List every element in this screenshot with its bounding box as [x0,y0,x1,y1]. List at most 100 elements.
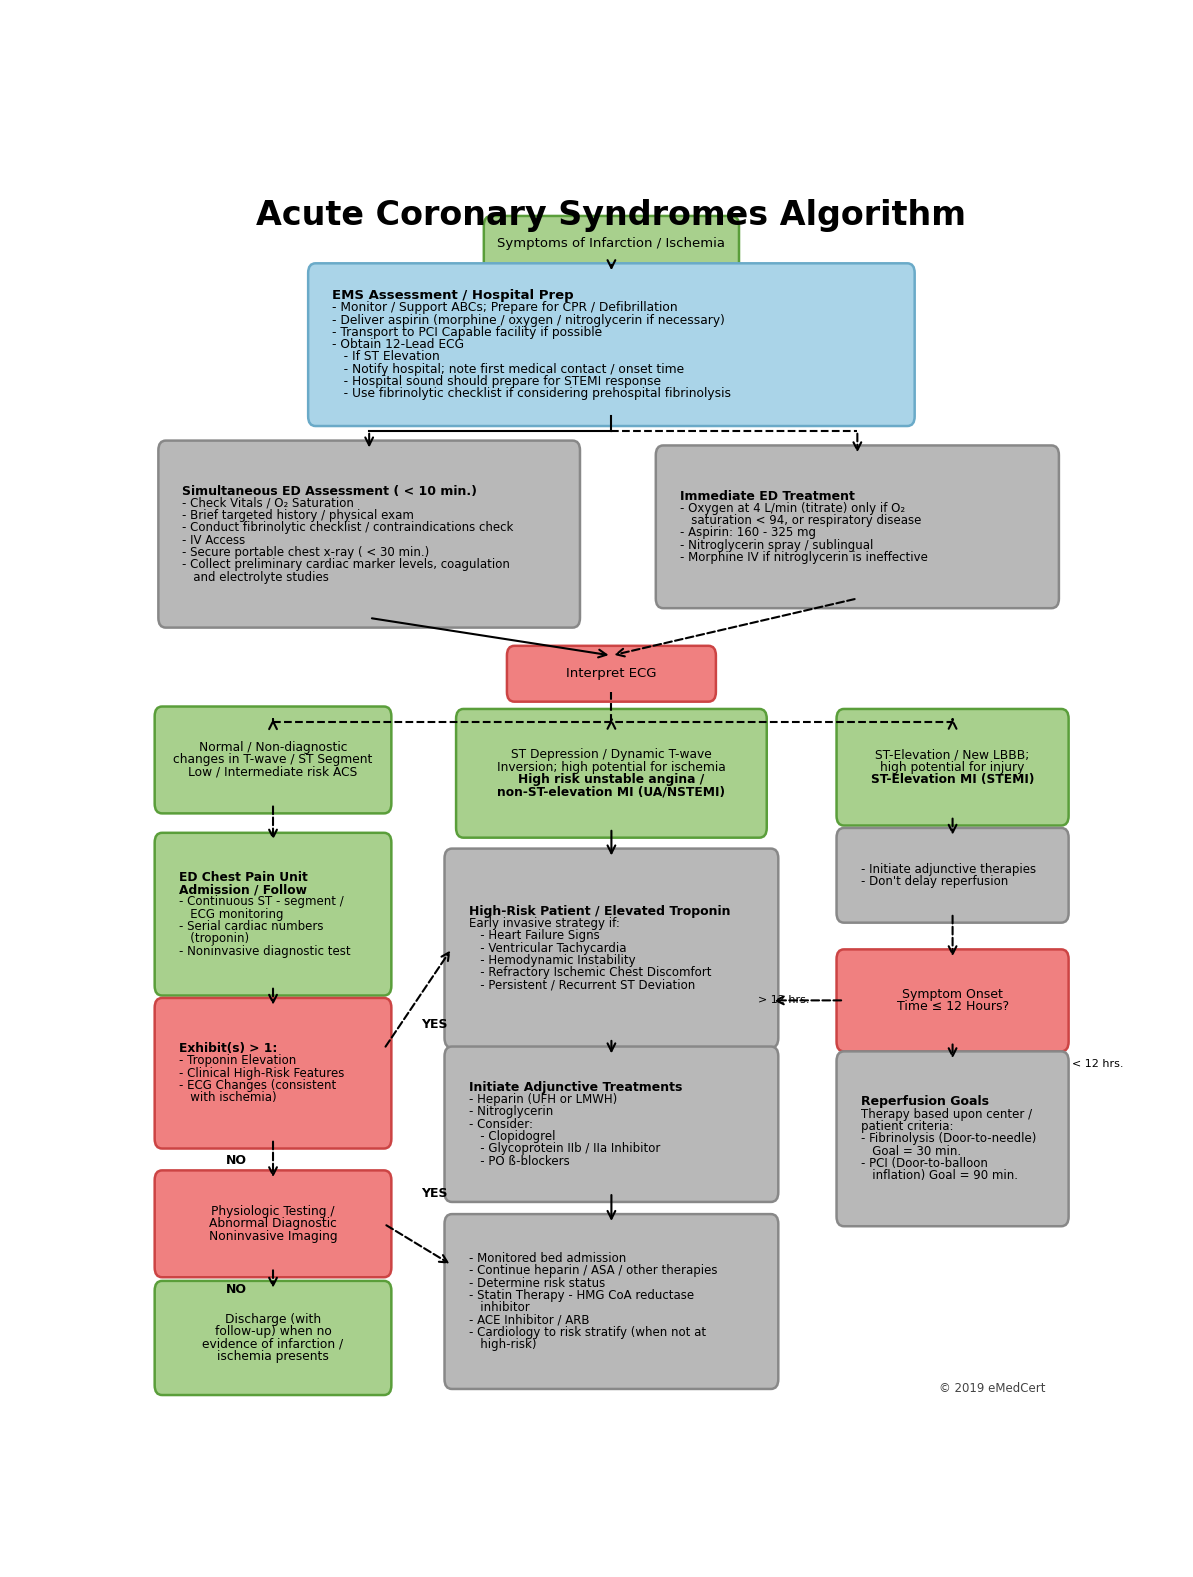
Text: - IV Access: - IV Access [183,533,246,547]
FancyBboxPatch shape [836,949,1069,1052]
Text: Physiologic Testing /: Physiologic Testing / [211,1205,335,1217]
FancyBboxPatch shape [155,998,391,1148]
Text: inflation) Goal = 90 min.: inflation) Goal = 90 min. [860,1169,1018,1183]
Text: - PO ß-blockers: - PO ß-blockers [469,1154,569,1167]
FancyBboxPatch shape [656,445,1059,609]
Text: - Determine risk status: - Determine risk status [469,1277,605,1290]
Text: patient criteria:: patient criteria: [860,1120,953,1132]
Text: NO: NO [225,1282,247,1296]
Text: ST-Elevation MI (STEMI): ST-Elevation MI (STEMI) [871,773,1034,785]
Text: - Refractory Ischemic Chest Discomfort: - Refractory Ischemic Chest Discomfort [469,967,711,979]
FancyBboxPatch shape [155,833,391,995]
Text: Abnormal Diagnostic: Abnormal Diagnostic [209,1217,336,1230]
FancyBboxPatch shape [836,828,1069,923]
Text: - Persistent / Recurrent ST Deviation: - Persistent / Recurrent ST Deviation [469,979,694,992]
Text: Simultaneous ED Assessment ( < 10 min.): Simultaneous ED Assessment ( < 10 min.) [183,484,477,498]
Text: Admission / Follow: Admission / Follow [179,883,307,896]
FancyBboxPatch shape [308,263,915,426]
Text: Exhibit(s) > 1:: Exhibit(s) > 1: [179,1042,277,1055]
Text: - Consider:: - Consider: [469,1118,532,1131]
Text: high-risk): high-risk) [469,1337,536,1351]
Text: - If ST Elevation: - If ST Elevation [332,350,440,363]
Text: - Don't delay reperfusion: - Don't delay reperfusion [860,875,1008,888]
Text: - Use fibrinolytic checklist if considering prehospital fibrinolysis: - Use fibrinolytic checklist if consider… [332,388,731,401]
Text: Normal / Non-diagnostic: Normal / Non-diagnostic [199,741,347,754]
Text: - Check Vitals / O₂ Saturation: - Check Vitals / O₂ Saturation [183,497,354,509]
Text: Interpret ECG: Interpret ECG [567,667,656,680]
Text: Acute Coronary Syndromes Algorithm: Acute Coronary Syndromes Algorithm [256,199,966,232]
Text: - Glycoprotein IIb / IIa Inhibitor: - Glycoprotein IIb / IIa Inhibitor [469,1142,660,1156]
Text: Low / Intermediate risk ACS: Low / Intermediate risk ACS [188,766,358,779]
Text: - Continue heparin / ASA / other therapies: - Continue heparin / ASA / other therapi… [469,1265,717,1277]
Text: - Morphine IV if nitroglycerin is ineffective: - Morphine IV if nitroglycerin is ineffe… [680,550,928,565]
Text: ECG monitoring: ECG monitoring [179,908,283,921]
Text: Therapy based upon center /: Therapy based upon center / [860,1107,1032,1121]
FancyBboxPatch shape [456,710,767,837]
Text: - ACE Inhibitor / ARB: - ACE Inhibitor / ARB [469,1314,589,1326]
Text: - ECG Changes (consistent: - ECG Changes (consistent [179,1079,336,1091]
Text: - Deliver aspirin (morphine / oxygen / nitroglycerin if necessary): - Deliver aspirin (morphine / oxygen / n… [332,314,725,326]
Text: EMS Assessment / Hospital Prep: EMS Assessment / Hospital Prep [332,289,574,301]
Text: Symptom Onset: Symptom Onset [902,987,1003,1001]
Text: High risk unstable angina /: High risk unstable angina / [518,773,705,785]
FancyBboxPatch shape [445,1047,778,1202]
Text: - Nitroglycerin spray / sublingual: - Nitroglycerin spray / sublingual [680,539,873,552]
Text: Initiate Adjunctive Treatments: Initiate Adjunctive Treatments [469,1080,682,1094]
Text: - Initiate adjunctive therapies: - Initiate adjunctive therapies [860,863,1036,875]
Text: - Conduct fibrinolytic checklist / contraindications check: - Conduct fibrinolytic checklist / contr… [183,522,514,535]
Text: Time ≤ 12 Hours?: Time ≤ 12 Hours? [896,1000,1008,1012]
Text: YES: YES [421,1187,449,1200]
Text: Reperfusion Goals: Reperfusion Goals [860,1096,989,1109]
Text: High-Risk Patient / Elevated Troponin: High-Risk Patient / Elevated Troponin [469,905,730,918]
Text: - Ventricular Tachycardia: - Ventricular Tachycardia [469,941,626,954]
FancyBboxPatch shape [155,1170,391,1277]
Text: Immediate ED Treatment: Immediate ED Treatment [680,489,854,503]
Text: Inversion; high potential for ischemia: Inversion; high potential for ischemia [497,760,725,774]
Text: with ischemia): with ischemia) [179,1091,277,1104]
Text: ED Chest Pain Unit: ED Chest Pain Unit [179,871,308,883]
Text: (troponin): (troponin) [179,932,249,945]
Text: - Cardiology to risk stratify (when not at: - Cardiology to risk stratify (when not … [469,1326,706,1339]
FancyBboxPatch shape [445,1214,778,1389]
Text: Symptoms of Infarction / Ischemia: Symptoms of Infarction / Ischemia [497,238,725,251]
Text: - Troponin Elevation: - Troponin Elevation [179,1055,296,1068]
FancyBboxPatch shape [836,1052,1069,1227]
Text: evidence of infarction /: evidence of infarction / [203,1337,344,1350]
Text: - Heparin (UFH or LMWH): - Heparin (UFH or LMWH) [469,1093,617,1105]
Text: changes in T-wave / ST Segment: changes in T-wave / ST Segment [173,754,372,766]
Text: - PCI (Door-to-balloon: - PCI (Door-to-balloon [860,1158,988,1170]
Text: non-ST-elevation MI (UA/NSTEMI): non-ST-elevation MI (UA/NSTEMI) [497,785,725,798]
Text: inhibitor: inhibitor [469,1301,530,1314]
Text: - Transport to PCI Capable facility if possible: - Transport to PCI Capable facility if p… [332,326,602,339]
Text: NO: NO [225,1154,247,1167]
FancyBboxPatch shape [836,710,1069,825]
Text: < 12 hrs.: < 12 hrs. [1073,1058,1124,1069]
Text: - Secure portable chest x-ray ( < 30 min.): - Secure portable chest x-ray ( < 30 min… [183,546,429,558]
Text: - Clopidogrel: - Clopidogrel [469,1131,555,1143]
Text: YES: YES [421,1019,449,1031]
Text: > 12 hrs.: > 12 hrs. [758,995,810,1006]
Text: ST Depression / Dynamic T-wave: ST Depression / Dynamic T-wave [511,749,712,762]
FancyBboxPatch shape [484,216,738,271]
Text: - Fibrinolysis (Door-to-needle): - Fibrinolysis (Door-to-needle) [860,1132,1036,1145]
FancyBboxPatch shape [159,440,580,628]
Text: - Oxygen at 4 L/min (titrate) only if O₂: - Oxygen at 4 L/min (titrate) only if O₂ [680,501,905,514]
Text: - Noninvasive diagnostic test: - Noninvasive diagnostic test [179,945,351,957]
Text: - Hemodynamic Instability: - Hemodynamic Instability [469,954,635,967]
Text: - Brief targeted history / physical exam: - Brief targeted history / physical exam [183,509,414,522]
Text: ischemia presents: ischemia presents [217,1350,329,1363]
Text: - Clinical High-Risk Features: - Clinical High-Risk Features [179,1066,344,1080]
Text: - Continuous ST - segment /: - Continuous ST - segment / [179,896,344,908]
Text: Discharge (with: Discharge (with [225,1314,321,1326]
Text: - Hospital sound should prepare for STEMI response: - Hospital sound should prepare for STEM… [332,375,661,388]
Text: Noninvasive Imaging: Noninvasive Imaging [209,1230,338,1243]
Text: - Obtain 12-Lead ECG: - Obtain 12-Lead ECG [332,337,464,352]
Text: Goal = 30 min.: Goal = 30 min. [860,1145,960,1158]
Text: - Serial cardiac numbers: - Serial cardiac numbers [179,919,323,934]
Text: - Monitor / Support ABCs; Prepare for CPR / Defibrillation: - Monitor / Support ABCs; Prepare for CP… [332,301,678,314]
Text: - Nitroglycerin: - Nitroglycerin [469,1105,552,1118]
Text: high potential for injury: high potential for injury [880,760,1025,774]
Text: - Monitored bed admission: - Monitored bed admission [469,1252,626,1265]
Text: © 2019 eMedCert: © 2019 eMedCert [939,1383,1046,1396]
Text: - Notify hospital; note first medical contact / onset time: - Notify hospital; note first medical co… [332,363,685,375]
